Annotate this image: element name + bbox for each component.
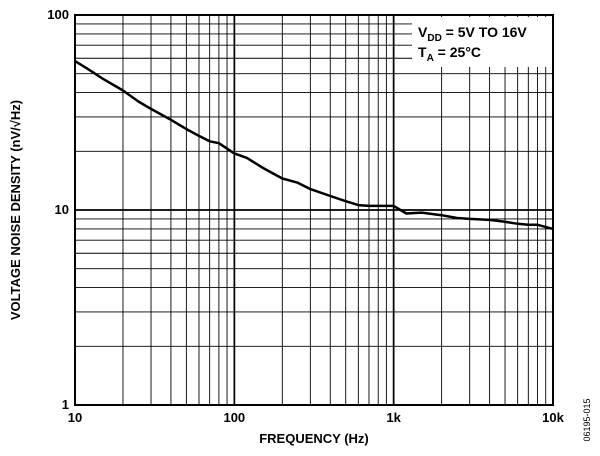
x-tick-label: 10 [68,410,82,425]
x-tick-label: 1k [386,410,401,425]
legend-vdd: VDD = 5V TO 16V [418,24,527,44]
y-tick-label: 100 [47,7,69,22]
series-line-noise [74,60,554,231]
x-axis-title: FREQUENCY (Hz) [259,431,369,446]
x-tick-label: 100 [223,410,245,425]
y-tick-label: 10 [55,202,69,217]
plot-frame [74,14,554,406]
figure-id: 06195-015 [582,398,592,441]
y-tick-labels: 1 10 100 [47,7,69,412]
grid [74,14,554,406]
x-tick-labels: 10 100 1k 10k [68,410,565,425]
legend-box [412,17,552,67]
y-axis-title: VOLTAGE NOISE DENSITY (nV/√Hz) [8,100,23,320]
y-tick-label: 1 [62,397,69,412]
x-tick-label: 10k [542,410,564,425]
legend-ta: TA = 25°C [418,44,481,64]
